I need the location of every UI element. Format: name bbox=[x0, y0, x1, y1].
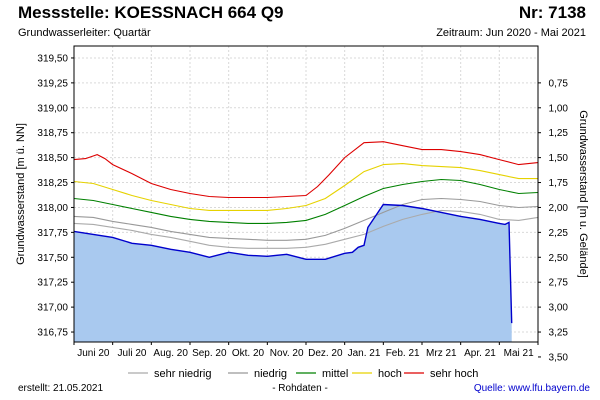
y2-tick-label: 2,25 bbox=[549, 228, 569, 239]
y-tick-label: 317,25 bbox=[37, 278, 68, 289]
y-tick-label: 319,25 bbox=[37, 78, 68, 89]
y2-tick-label: 2,75 bbox=[549, 278, 569, 289]
y2-tick-label: 1,75 bbox=[549, 178, 569, 189]
y2-tick-label: 0,75 bbox=[549, 78, 569, 89]
y-tick-label: 319,00 bbox=[37, 103, 68, 114]
source: Quelle: www.lfu.bayern.de bbox=[474, 383, 590, 394]
legend-label-mittel: mittel bbox=[322, 368, 348, 380]
x-tick-label: Juli 20 bbox=[118, 348, 147, 359]
x-tick-label: Aug. 20 bbox=[153, 348, 188, 359]
series-lines bbox=[73, 141, 539, 324]
created-date: erstellt: 21.05.2021 bbox=[18, 383, 104, 394]
y-axis-left: 316,75 317,00 317,25 317,50 317,75 318,00 318,… bbox=[37, 53, 74, 339]
y2-tick-label: 2,50 bbox=[549, 253, 569, 264]
x-axis: Juni 20 Juli 20 Aug. 20 Sep. 20 Okt. 20 Nov. … bbox=[73, 342, 539, 359]
x-tick-label: Nov. 20 bbox=[270, 348, 304, 359]
y-tick-label: 317,75 bbox=[37, 228, 68, 239]
series-line-sehr-hoch bbox=[73, 141, 539, 199]
page-title: Messstelle: KOESSNACH 664 Q9 bbox=[18, 3, 284, 22]
x-tick-label: Feb. 21 bbox=[386, 348, 420, 359]
y2-tick-label: 1,25 bbox=[549, 128, 569, 139]
y-axis-right: 0,75 1,00 1,25 1,50 1,75 2,00 2,25 2,50 2,75 3,00… bbox=[538, 78, 568, 363]
y-tick-label: 319,50 bbox=[37, 53, 68, 64]
y-tick-label: 316,75 bbox=[37, 328, 68, 339]
raw-data-note: - Rohdaten - bbox=[272, 383, 328, 394]
station-number: Nr: 7138 bbox=[518, 3, 586, 22]
source-link[interactable]: www.lfu.bayern.de bbox=[508, 383, 590, 394]
x-tick-label: Mai 21 bbox=[504, 348, 534, 359]
y2-tick-label: 3,00 bbox=[549, 303, 569, 314]
x-tick-label: Sep. 20 bbox=[192, 348, 227, 359]
legend-label-sehr-niedrig: sehr niedrig bbox=[154, 368, 211, 380]
series-area-messwerte bbox=[74, 204, 512, 342]
y2-tick-label: 1,50 bbox=[549, 153, 569, 164]
y-tick-label: 318,75 bbox=[37, 128, 68, 139]
x-tick-label: Okt. 20 bbox=[232, 348, 265, 359]
period-label: Zeitraum: Jun 2020 - Mai 2021 bbox=[436, 27, 586, 39]
legend-label-hoch: hoch bbox=[378, 368, 402, 380]
series-line-mittel bbox=[73, 178, 539, 224]
y-tick-label: 318,50 bbox=[37, 153, 68, 164]
x-tick-label: Apr. 21 bbox=[464, 348, 496, 359]
series-line-niedrig bbox=[73, 197, 539, 241]
y2-tick-label: 2,00 bbox=[549, 203, 569, 214]
series-line-messwerte bbox=[73, 203, 513, 324]
legend-label-niedrig: niedrig bbox=[254, 368, 287, 380]
y2-tick-label: 1,00 bbox=[549, 103, 569, 114]
legend: sehr niedrig niedrig mittel hoch sehr hoch bbox=[128, 368, 478, 380]
y2-tick-label: 3,50 bbox=[549, 352, 569, 363]
series-line-sehr-niedrig bbox=[73, 209, 539, 249]
y-axis-label: Grundwasserstand [m ü. NN] bbox=[15, 123, 27, 265]
y-tick-label: 318,25 bbox=[37, 178, 68, 189]
y-tick-label: 317,50 bbox=[37, 253, 68, 264]
aquifer-label: Grundwasserleiter: Quartär bbox=[18, 27, 151, 39]
x-tick-label: Mrz 21 bbox=[426, 348, 457, 359]
source-label: Quelle: bbox=[473, 383, 509, 394]
y-tick-label: 317,00 bbox=[37, 303, 68, 314]
legend-label-sehr-hoch: sehr hoch bbox=[430, 368, 478, 380]
x-tick-label: Jan. 21 bbox=[348, 348, 381, 359]
y2-tick-label: 3,25 bbox=[549, 328, 569, 339]
x-tick-label: Dez. 20 bbox=[308, 348, 343, 359]
series-line-hoch bbox=[73, 163, 538, 211]
x-tick-label: Juni 20 bbox=[77, 348, 110, 359]
y-tick-label: 318,00 bbox=[37, 203, 68, 214]
y2-axis-label: Grundwasserstand [m u. Gelände] bbox=[577, 110, 589, 278]
